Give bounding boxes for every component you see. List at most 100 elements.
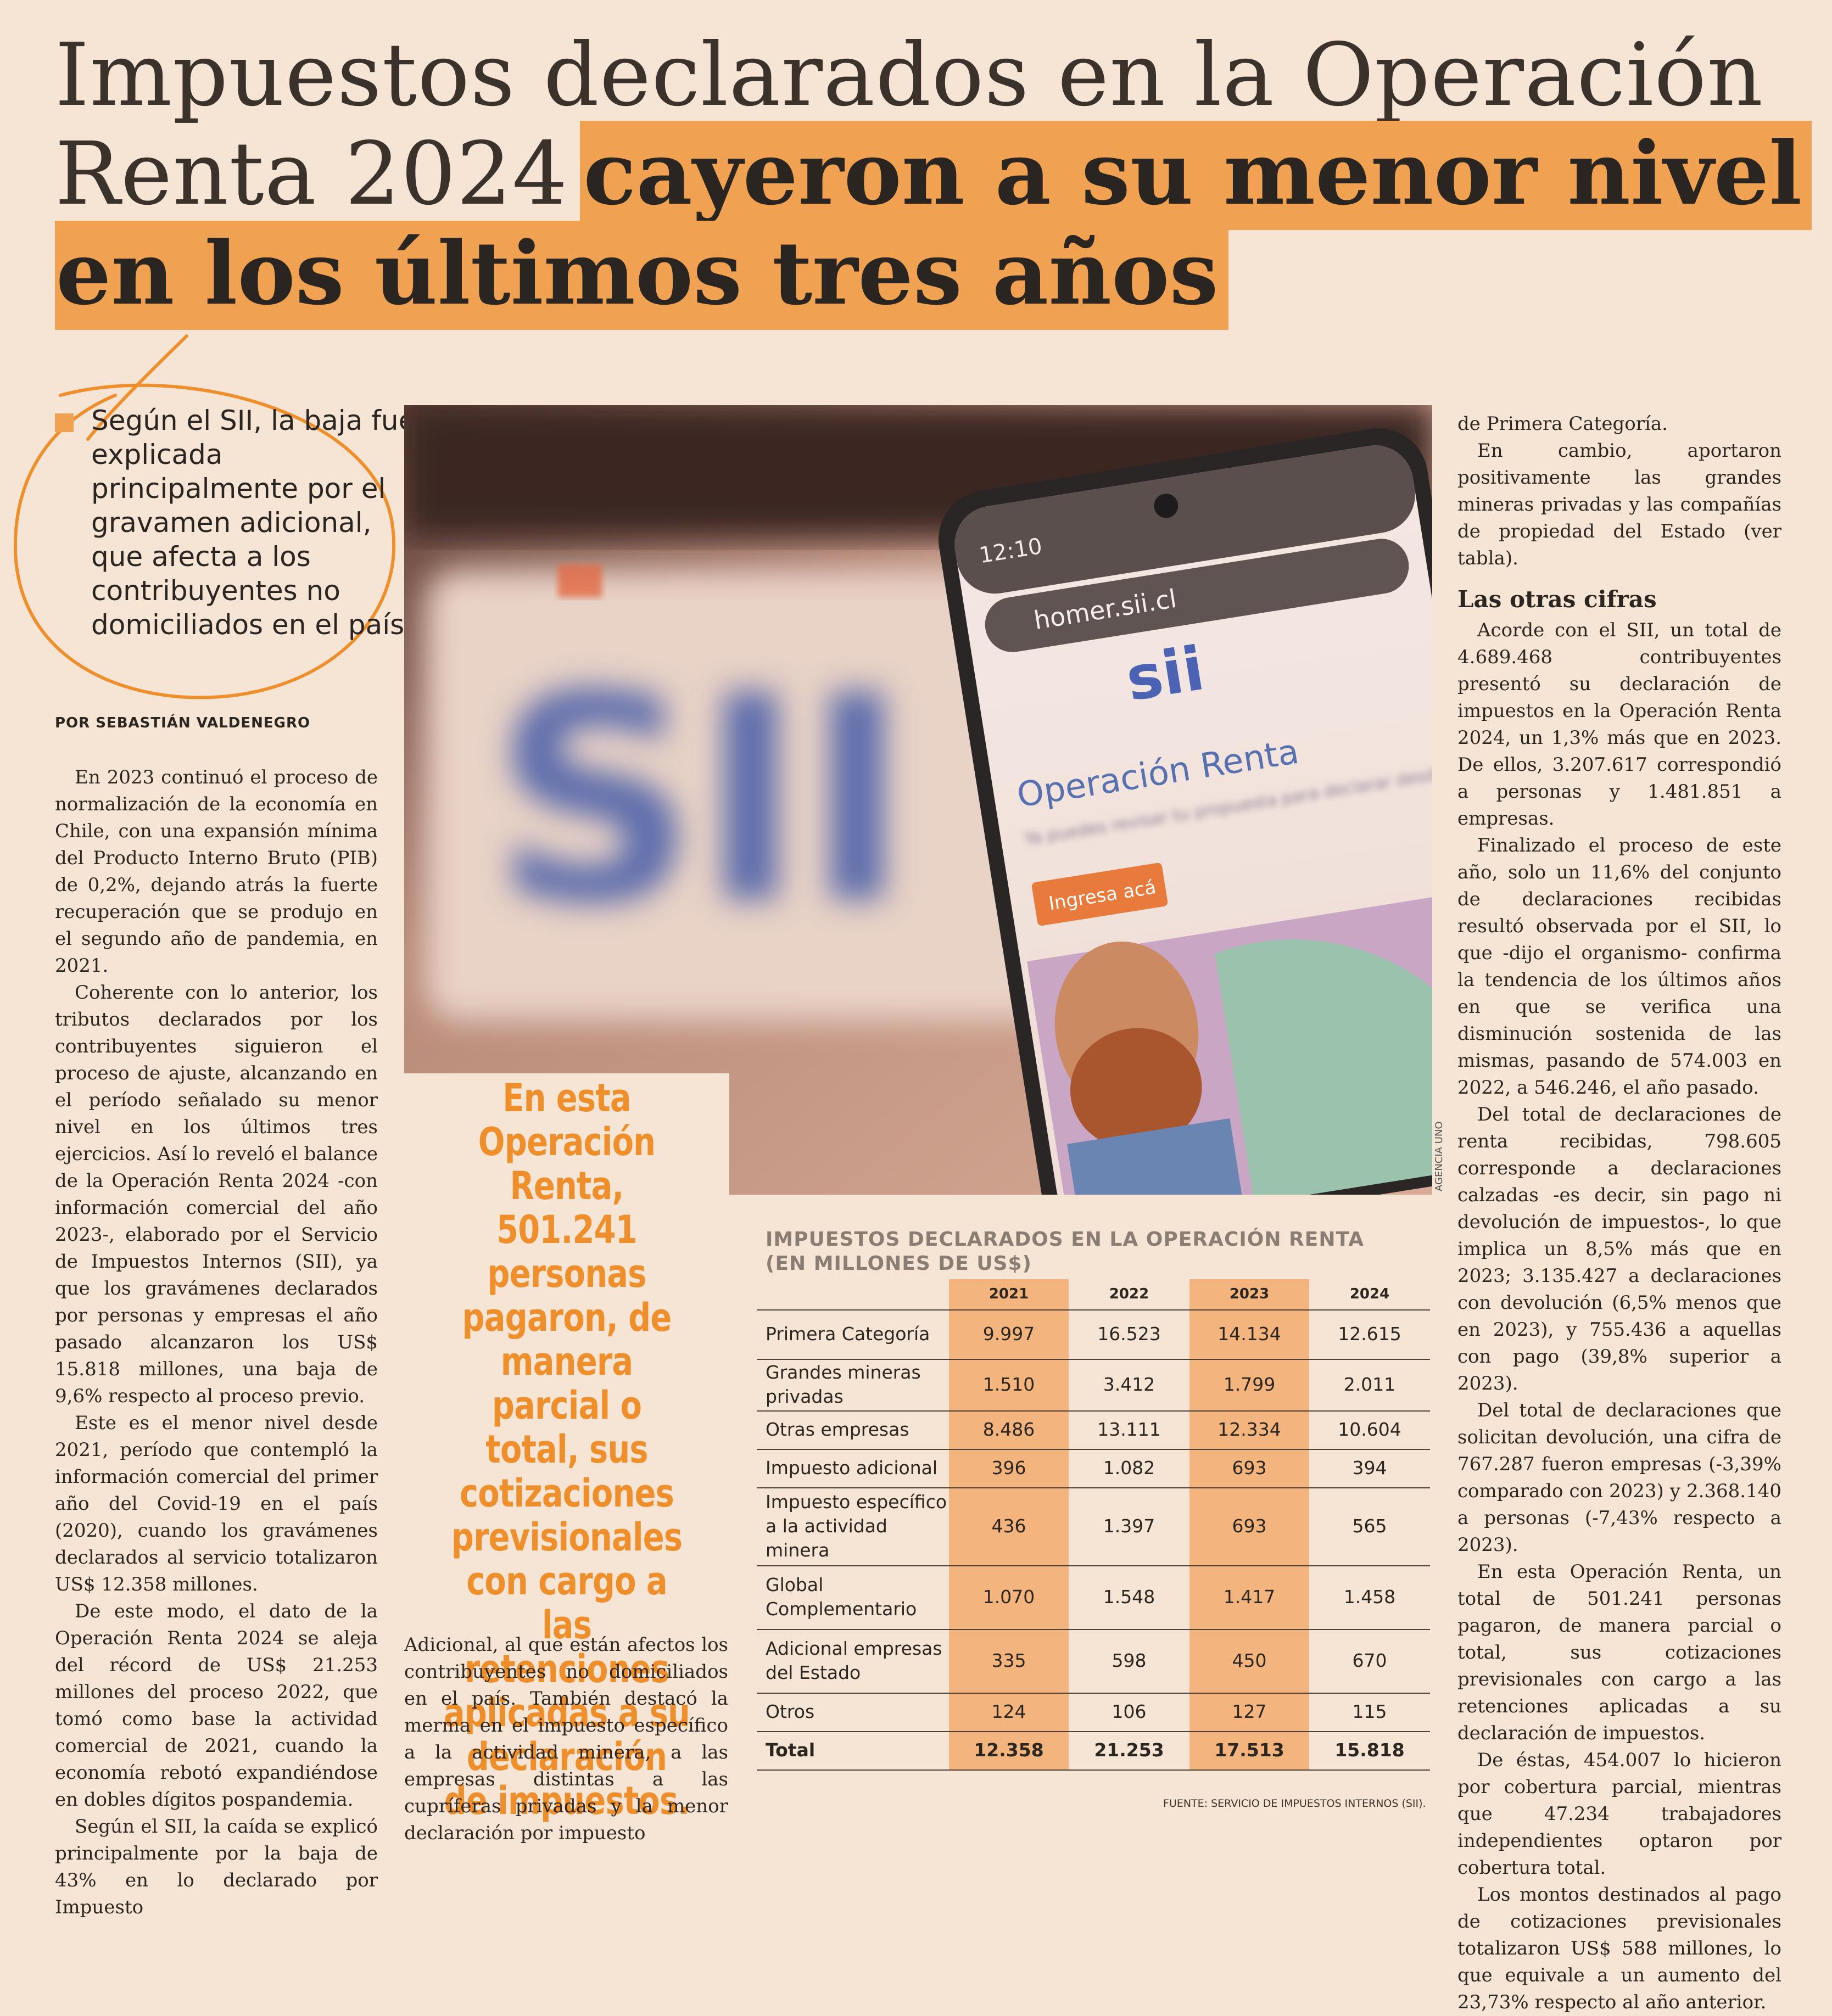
table-title: IMPUESTOS DECLARADOS EN LA OPERACIÓN REN… [766,1228,1364,1276]
phone-sii-logo: sii [1121,633,1209,714]
table-cell: 21.253 [1094,1739,1164,1761]
table-cell: 598 [1112,1650,1147,1671]
table-row-label: Grandes mineras privadas [766,1362,921,1407]
table-row-label: Global Complementario [766,1574,917,1620]
table-row: Otros 124 106 127 115 [757,1693,1430,1732]
paragraph: Adicional, al que están afectos los cont… [404,1634,728,1844]
summary-bullet-square [55,413,74,432]
headline-line-2-bold: cayeron a su menor nivel [580,121,1812,230]
photo-background-sign: SII [492,634,910,967]
table-cell: 2.011 [1343,1374,1396,1395]
table-row: Grandes mineras privadas 1.510 3.412 1.799 2… [757,1359,1430,1412]
pullquote-box [404,1073,729,1633]
table-cell: 1.082 [1103,1457,1155,1479]
table-row: Global Complementario 1.070 1.548 1.417 1.45… [757,1565,1430,1630]
hand-drawn-circle [13,334,395,699]
table-cell: 450 [1232,1650,1267,1671]
table-cell: 1.510 [982,1374,1035,1395]
table-cell: 12.334 [1217,1419,1281,1440]
body-column-2: Adicional, al que están afectos los cont… [404,1632,728,1847]
table-source: FUENTE: SERVICIO DE IMPUESTOS INTERNOS (… [1163,1797,1426,1810]
table-title-line-1: IMPUESTOS DECLARADOS EN LA OPERACIÓN REN… [766,1228,1365,1251]
table-year-header: 2023 [1229,1286,1270,1302]
table-cell: 1.548 [1103,1586,1155,1608]
table-row: Primera Categoría 9.997 16.523 14.134 12.615 [757,1309,1430,1360]
section-heading: Las otras cifras [1457,586,1657,613]
table-highlight-column-2023 [1189,1279,1309,1769]
table-row: Impuesto específico a la actividad miner… [757,1487,1430,1566]
table-row-label: Otros [766,1701,815,1722]
table-cell: 13.111 [1097,1419,1161,1440]
paragraph: En 2023 continuó el proceso de normaliza… [55,766,378,977]
table-row-label: Impuesto adicional [766,1457,938,1479]
table-cell: 15.818 [1334,1739,1405,1761]
body-column-1: En 2023 continuó el proceso de normaliza… [55,764,378,1921]
paragraph: Acorde con el SII, un total de 4.689.468… [1457,619,1781,830]
table-title-line-2: (EN MILLONES DE US$) [766,1252,1032,1275]
table-row: Impuesto adicional 396 1.082 693 394 [757,1449,1430,1488]
paragraph: Este es el menor nivel desde 2021, perío… [55,1412,378,1595]
paragraph: En esta Operación Renta, un total de 501… [1457,1561,1781,1744]
table-cell: 1.417 [1223,1586,1276,1608]
table-cell: 693 [1232,1457,1267,1479]
paragraph: Finalizado el proceso de este año, solo … [1457,835,1781,1099]
headline-line-2: Renta 2024 cayeron a su menor nivel [55,121,1812,230]
pullquote: En esta Operación Renta, 501.241 persona… [443,1076,690,1823]
table-row: Otras empresas 8.486 13.111 12.334 10.604 [757,1410,1430,1450]
table-row-label: Primera Categoría [766,1323,930,1345]
table-year-header: 2024 [1349,1286,1390,1302]
paragraph: En cambio, aportaron positivamente las g… [1457,440,1781,569]
table-cell: 9.997 [982,1323,1035,1345]
paragraph: De éstas, 454.007 lo hicieron por cobert… [1457,1749,1781,1879]
summary-text: Según el SII, la baja fue explicada prin… [91,405,416,641]
table-cell: 3.412 [1103,1374,1155,1395]
article-photo: SII 12:10 homer.sii.cl sii Operación Ren… [404,405,1432,1195]
table-cell: 8.486 [982,1419,1035,1440]
photo-credit: AGENCIA UNO [1433,1121,1445,1191]
table-cell: 670 [1352,1650,1387,1671]
headline-line-2-light: Renta 2024 [55,124,568,225]
paragraph: Coherente con lo anterior, los tributos … [55,982,378,1407]
table-cell: 693 [1232,1515,1267,1537]
paragraph: Del total de declaraciones que solicitan… [1457,1399,1781,1556]
table-row: Adicional empresas del Estado 335 598 450 67… [757,1629,1430,1694]
table-year-header: 2022 [1109,1286,1149,1302]
table-cell: 436 [991,1515,1026,1537]
table-cell: 16.523 [1097,1323,1161,1345]
table-cell: 106 [1112,1701,1147,1722]
table-row-label: Impuesto específico a la actividad miner… [766,1491,947,1561]
paragraph: De este modo, el dato de la Operación Re… [55,1600,378,1811]
table-cell: 14.134 [1217,1323,1281,1345]
table-cell: 17.513 [1214,1739,1284,1761]
byline: POR SEBASTIÁN VALDENEGRO [55,715,311,731]
table-cell: 335 [991,1650,1026,1671]
table-cell: 394 [1352,1457,1387,1479]
table-row-label: Otras empresas [766,1419,909,1440]
table-cell: 565 [1352,1515,1387,1537]
table-cell: 1.458 [1343,1586,1396,1608]
table-cell: 12.358 [974,1739,1044,1761]
table-cell: 396 [991,1457,1026,1479]
table-header-row: 2021 2022 2023 2024 [757,1279,1430,1311]
table-cell: 12.615 [1338,1323,1401,1345]
table-cell: 1.799 [1223,1374,1276,1395]
table-row-label: Adicional empresas del Estado [766,1638,942,1683]
headline-line-1: Impuestos declarados en la Operación [55,25,1764,126]
paragraph: Los montos destinados al pago de cotizac… [1457,1884,1781,2013]
table-cell: 115 [1352,1701,1387,1722]
table-year-header: 2021 [988,1286,1029,1302]
headline-line-3-bold: en los últimos tres años [55,221,1228,330]
paragraph: Según el SII, la caída se explicó princi… [55,1816,378,1918]
table-cell: 1.397 [1103,1515,1155,1537]
table-cell: 1.070 [982,1586,1035,1608]
table-cell: 124 [991,1701,1026,1722]
paragraph: de Primera Categoría. [1457,413,1668,435]
table-cell: 10.604 [1338,1419,1401,1440]
table-total-row: Total 12.358 21.253 17.513 15.818 [757,1731,1430,1771]
table-cell: 127 [1232,1701,1267,1722]
paragraph: Del total de declaraciones de renta reci… [1457,1104,1781,1395]
headline-line-3: en los últimos tres años [55,221,1228,330]
table-highlight-column-2021 [949,1279,1069,1769]
table-row-label: Total [766,1739,816,1761]
photo-illustration: SII 12:10 homer.sii.cl sii Operación Ren… [404,405,1432,1195]
